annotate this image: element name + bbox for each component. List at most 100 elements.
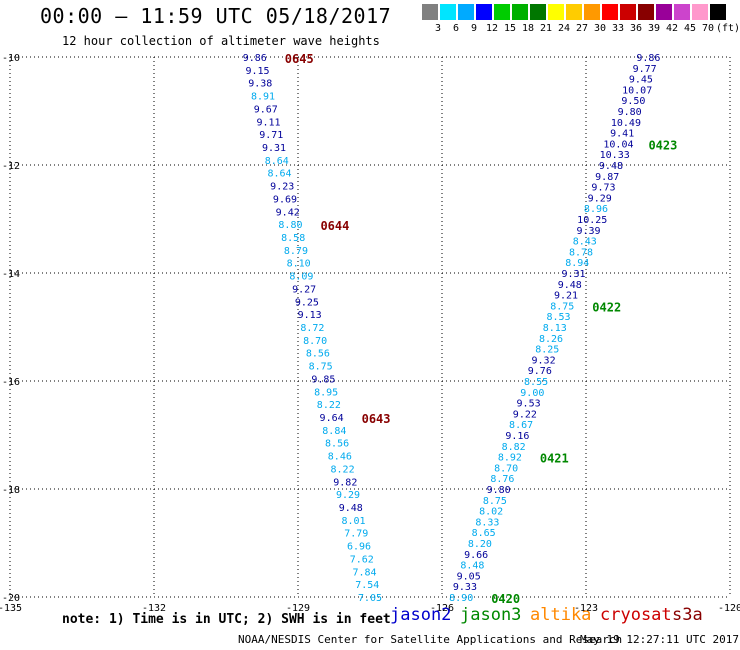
scale-swatch xyxy=(458,4,474,20)
wave-height-value: 7.79 xyxy=(344,529,368,540)
scale-label: 9 xyxy=(470,23,478,34)
scale-swatch xyxy=(620,4,636,20)
wave-height-value: 9.80 xyxy=(618,107,642,118)
wave-height-value: 8.79 xyxy=(284,246,308,257)
wave-height-value: 9.48 xyxy=(599,161,623,172)
scale-label: (ft) xyxy=(716,23,740,34)
wave-height-value: 9.31 xyxy=(561,269,585,280)
wave-height-value: 7.54 xyxy=(355,580,379,591)
wave-height-value: 8.82 xyxy=(502,442,526,453)
y-tick-label: -18 xyxy=(2,485,20,496)
wave-height-value: 9.38 xyxy=(248,79,272,90)
wave-height-value: 8.64 xyxy=(265,156,289,167)
scale-swatch xyxy=(440,4,456,20)
y-tick-label: -12 xyxy=(2,161,20,172)
page-subtitle: 12 hour collection of altimeter wave hei… xyxy=(62,34,380,48)
wave-height-value: 9.33 xyxy=(453,582,477,593)
wave-height-value: 9.66 xyxy=(464,550,488,561)
scale-label: 21 xyxy=(539,23,553,34)
scale-swatch xyxy=(530,4,546,20)
wave-height-value: 9.50 xyxy=(621,96,645,107)
wave-height-value: 8.22 xyxy=(331,464,355,475)
wave-height-value: 7.84 xyxy=(352,567,376,578)
time-label: 0421 xyxy=(540,452,569,466)
scale-swatch xyxy=(422,4,438,20)
legend-jason3: jason3 xyxy=(460,605,522,625)
wave-height-value: 8.76 xyxy=(490,474,514,485)
wave-height-value: 9.48 xyxy=(558,280,582,291)
wave-height-value: 9.86 xyxy=(243,53,267,64)
time-label: 0645 xyxy=(285,52,314,66)
wave-height-value: 8.75 xyxy=(483,496,507,507)
y-tick-label: -16 xyxy=(2,377,20,388)
scale-label: 39 xyxy=(647,23,661,34)
wave-height-value: 8.75 xyxy=(550,301,574,312)
y-tick-label: -20 xyxy=(2,593,20,604)
scale-swatch xyxy=(674,4,690,20)
wave-height-value: 9.11 xyxy=(256,117,280,128)
wave-height-value: 9.69 xyxy=(273,194,297,205)
wave-height-value: 8.22 xyxy=(317,400,341,411)
wave-height-value: 8.90 xyxy=(449,593,473,604)
wave-height-value: 8.55 xyxy=(524,377,548,388)
scale-label: 12 xyxy=(485,23,499,34)
wave-height-value: 8.25 xyxy=(535,345,559,356)
wave-height-value: 9.31 xyxy=(262,143,286,154)
wave-height-value: 9.23 xyxy=(270,182,294,193)
wave-height-value: 8.70 xyxy=(303,336,327,347)
legend-altika: altika xyxy=(530,605,592,625)
scale-label: 3 xyxy=(434,23,442,34)
wave-height-value: 9.42 xyxy=(276,207,300,218)
wave-height-value: 8.20 xyxy=(468,539,492,550)
wave-height-value: 10.25 xyxy=(577,215,607,226)
page-title: 00:00 – 11:59 UTC 05/18/2017 xyxy=(40,4,392,28)
wave-height-value: 8.13 xyxy=(543,323,567,334)
wave-height-value: 8.67 xyxy=(509,420,533,431)
scale-label: 45 xyxy=(683,23,697,34)
y-tick-label: -10 xyxy=(2,53,20,64)
wave-height-value: 9.64 xyxy=(320,413,344,424)
scale-swatch xyxy=(584,4,600,20)
credit-line: NOAA/NESDIS Center for Satellite Applica… xyxy=(238,633,623,646)
wave-height-value: 9.22 xyxy=(513,409,537,420)
wave-height-value: 9.16 xyxy=(505,431,529,442)
wave-height-value: 9.53 xyxy=(517,399,541,410)
scale-swatch xyxy=(710,4,726,20)
scale-label: 33 xyxy=(611,23,625,34)
wave-height-value: 10.07 xyxy=(622,85,652,96)
wave-height-value: 8.84 xyxy=(322,426,346,437)
footer-note: note: 1) Time is in UTC; 2) SWH is in fe… xyxy=(62,612,391,627)
wave-height-value: 9.27 xyxy=(292,284,316,295)
wave-height-value: 8.65 xyxy=(472,528,496,539)
scale-label: 24 xyxy=(557,23,571,34)
scale-label: 15 xyxy=(503,23,517,34)
x-tick-label: -120 xyxy=(718,603,740,614)
scale-label: 6 xyxy=(452,23,460,34)
wave-height-value: 8.53 xyxy=(546,312,570,323)
wave-height-value: 8.48 xyxy=(460,561,484,572)
wave-height-value: 8.92 xyxy=(498,453,522,464)
wave-height-value: 6.96 xyxy=(347,542,371,553)
wave-height-value: 8.56 xyxy=(325,439,349,450)
wave-height-value: 9.39 xyxy=(576,226,600,237)
wave-height-value: 8.96 xyxy=(584,204,608,215)
scale-swatch xyxy=(476,4,492,20)
wave-height-value: 10.04 xyxy=(603,139,633,150)
wave-height-value: 7.05 xyxy=(358,593,382,604)
legend-cryosat: cryosat xyxy=(600,605,672,625)
wave-height-value: 9.00 xyxy=(520,388,544,399)
x-tick-label: -126 xyxy=(430,603,454,614)
y-tick-label: -14 xyxy=(2,269,20,280)
wave-height-value: 10.49 xyxy=(611,118,641,129)
wave-height-value: 8.02 xyxy=(479,507,503,518)
x-tick-label: -132 xyxy=(142,603,166,614)
wave-height-value: 9.21 xyxy=(554,291,578,302)
wave-height-value: 9.05 xyxy=(457,571,481,582)
wave-height-value: 9.45 xyxy=(629,75,653,86)
wave-height-value: 8.56 xyxy=(306,349,330,360)
wave-height-value: 9.41 xyxy=(610,129,634,140)
wave-height-value: 9.13 xyxy=(298,310,322,321)
wave-height-value: 9.15 xyxy=(245,66,269,77)
scale-swatch xyxy=(656,4,672,20)
wave-height-value: 8.70 xyxy=(494,463,518,474)
